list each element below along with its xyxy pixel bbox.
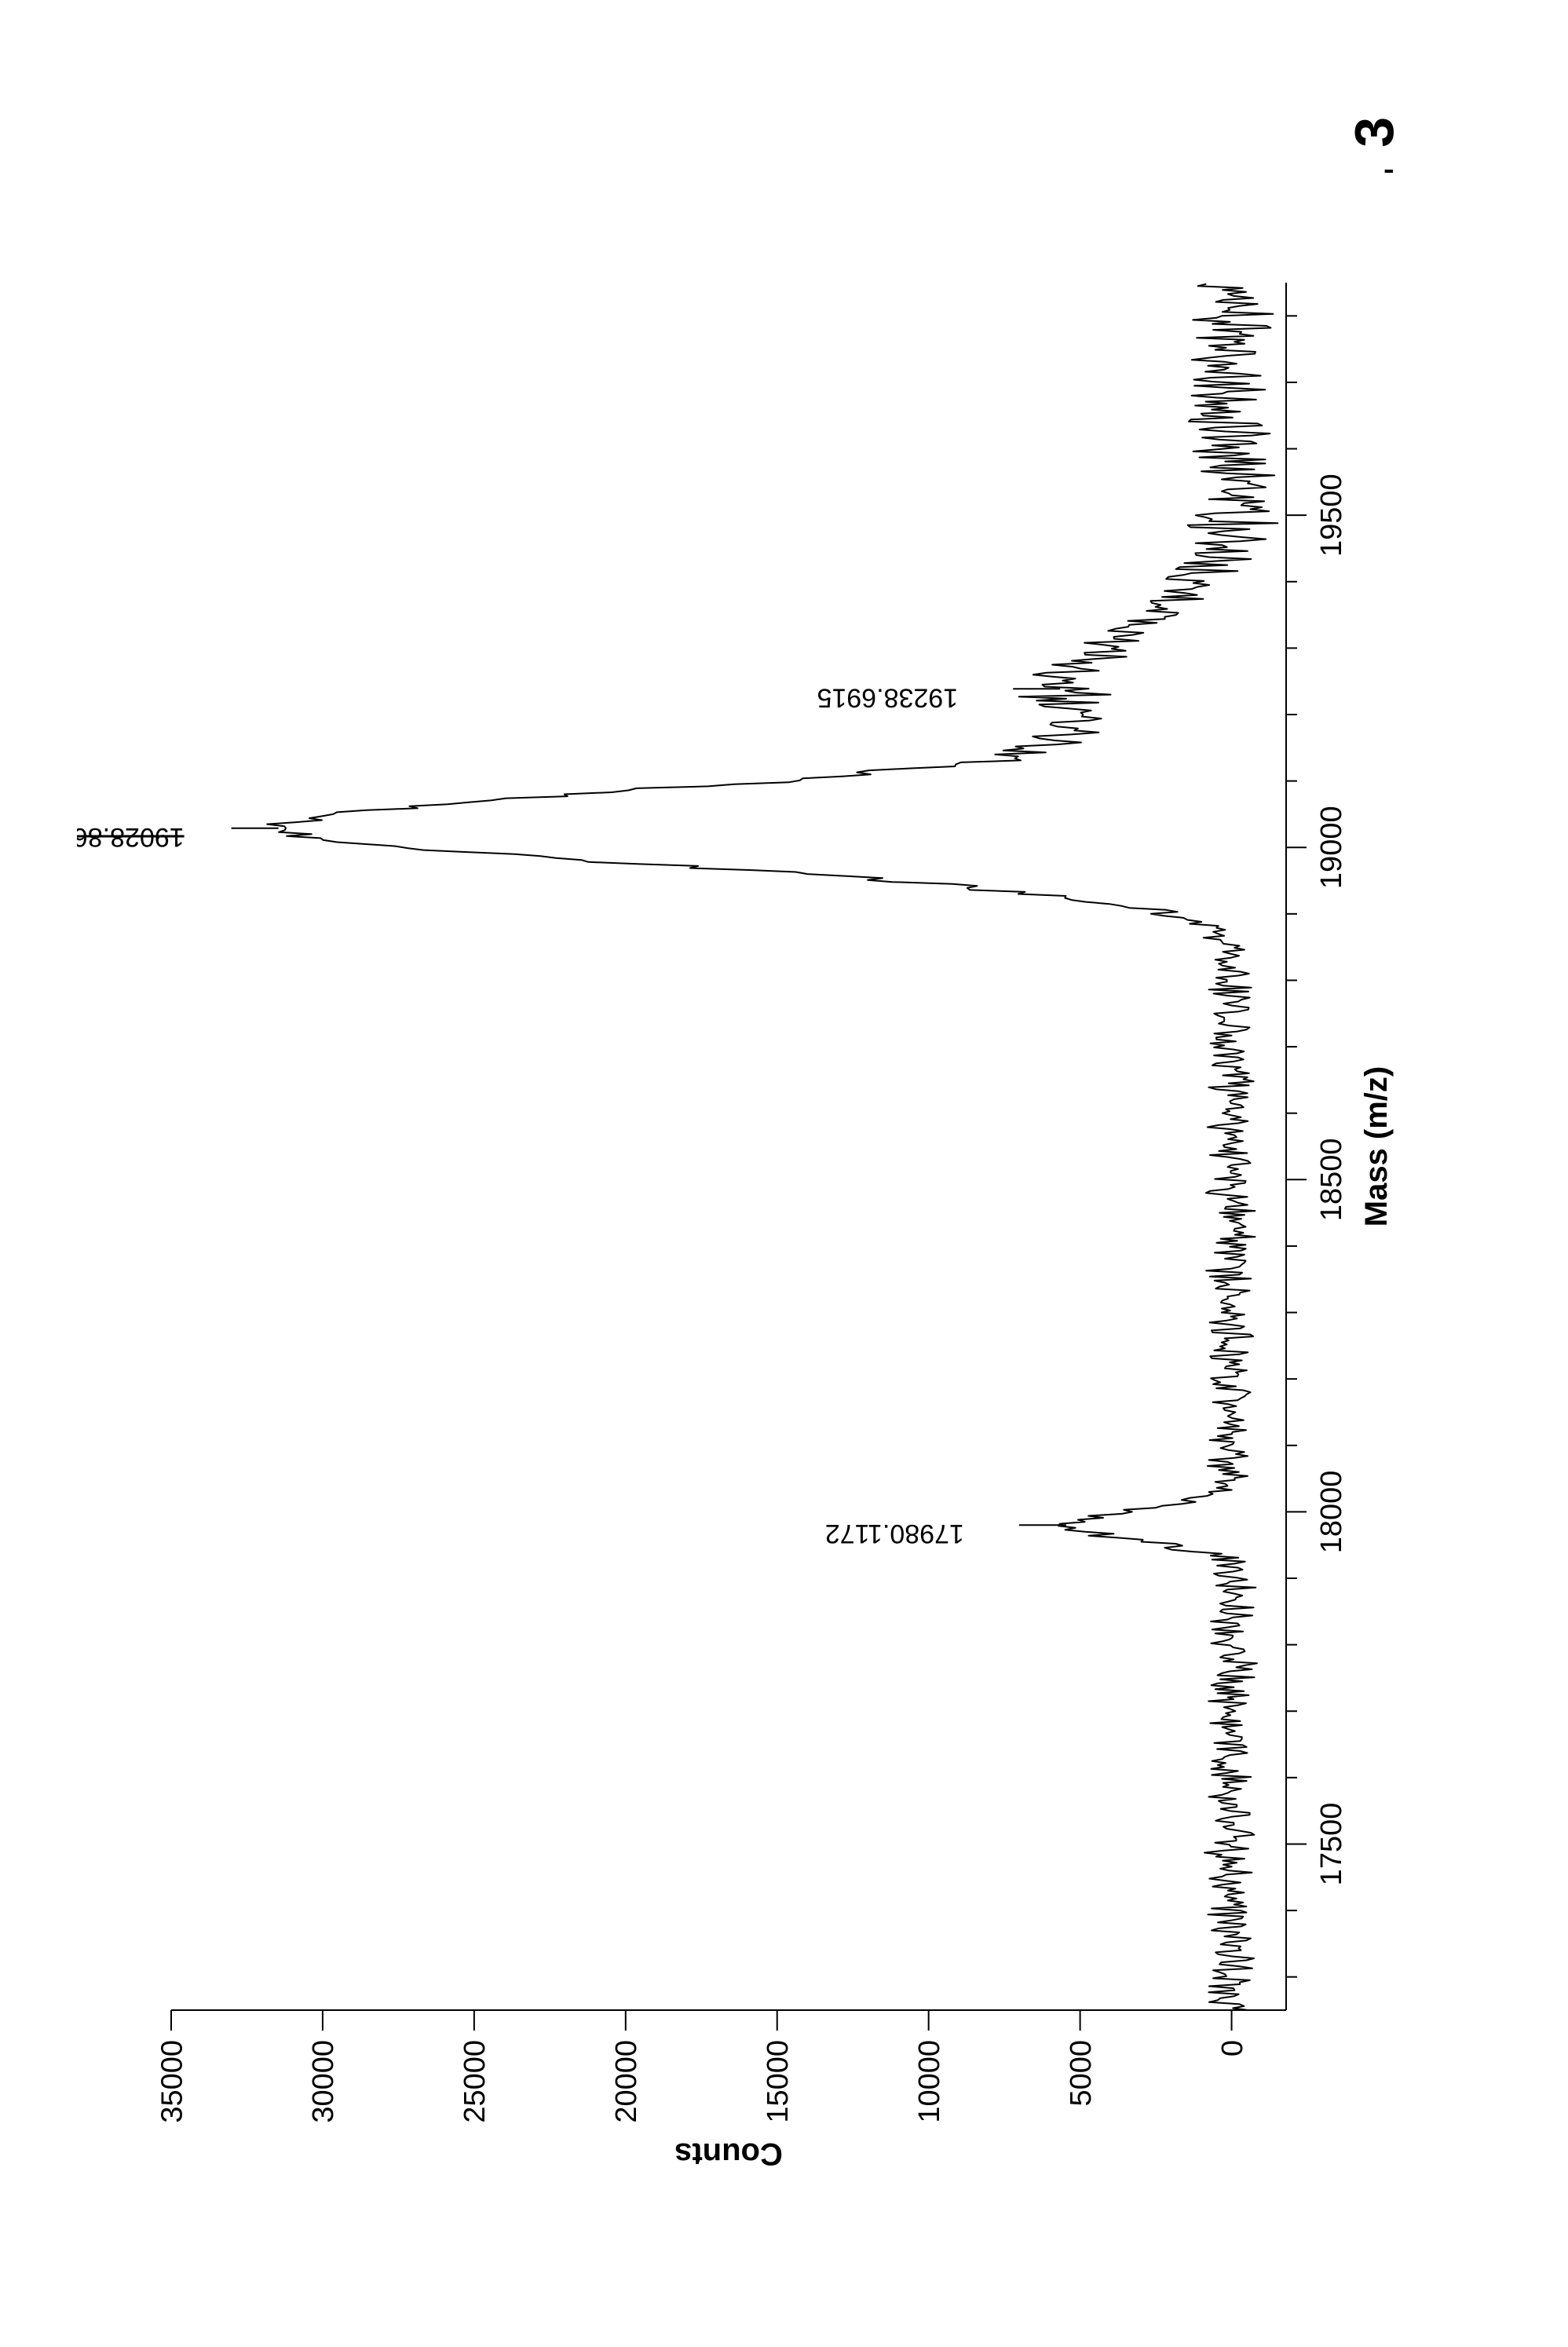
x-tick-label: 19000 [1315,806,1348,889]
peak-label: 19238.6915 [817,682,959,712]
peak-label: 17980.1172 [825,1519,964,1548]
x-axis-label: Mass (m/z) [1359,1066,1394,1227]
chart-container: 0 5000 10000 15000 20000 25000 30000 35000 Count… [77,173,1490,2214]
y-tick-label: 20000 [610,2040,643,2123]
x-tick-label: 17500 [1315,1803,1348,1886]
x-tick-label: 18500 [1315,1138,1348,1221]
y-tick-label: 30000 [307,2040,340,2123]
y-axis-label: Counts [674,2137,783,2171]
y-tick-label: 10000 [913,2040,946,2123]
x-tick-label: 18000 [1315,1471,1348,1554]
y-tick-label: 35000 [155,2040,188,2123]
spectrum-trace [267,284,1277,2010]
page: FIG. 3 050001000015000200002500030000350… [0,0,1568,2347]
mass-spectrum-chart: 0 5000 10000 15000 20000 25000 30000 35000 Count… [77,173,1490,2214]
y-tick-label: 25000 [459,2040,492,2123]
y-tick-label: 5000 [1065,2040,1098,2107]
y-tick-label: 0 [1216,2040,1249,2056]
x-tick-label: 19500 [1315,473,1348,557]
y-tick-label: 15000 [762,2040,795,2123]
